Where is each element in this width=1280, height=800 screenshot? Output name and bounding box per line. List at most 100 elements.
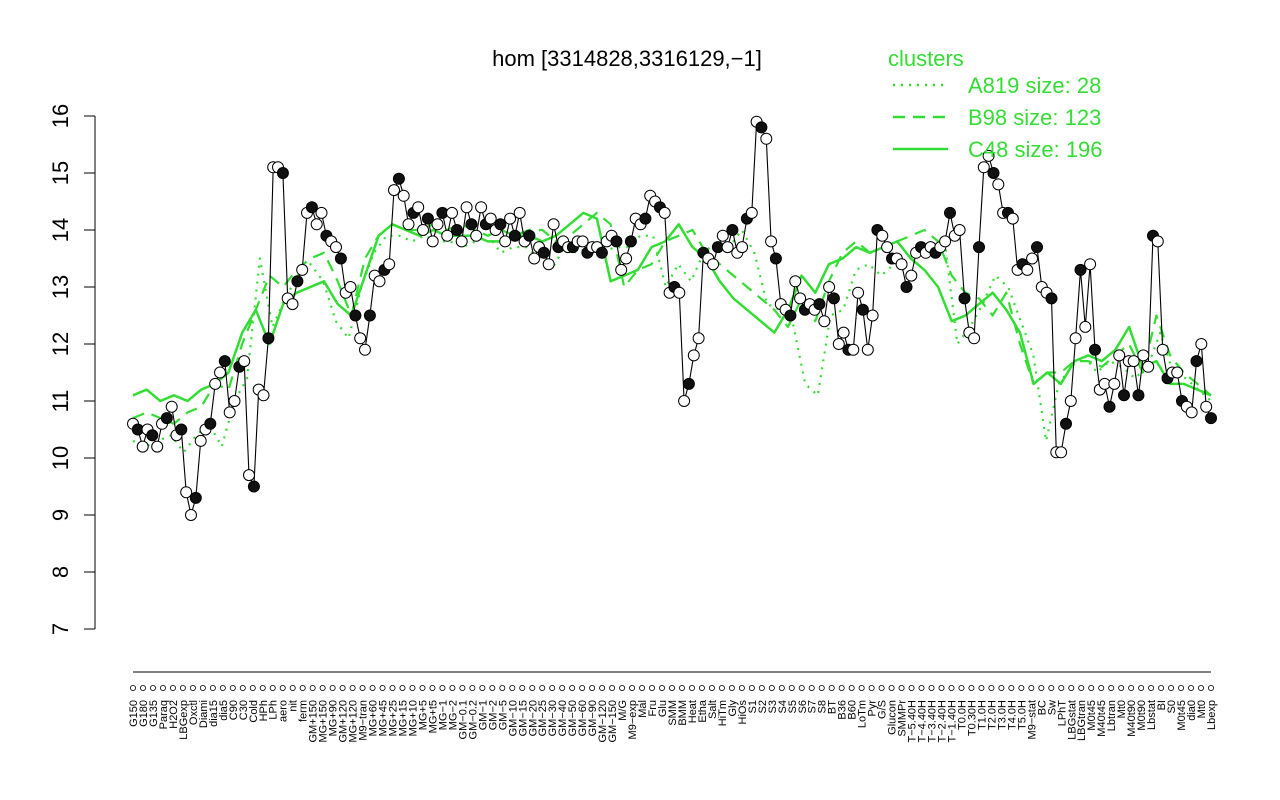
x-tick-label: GM−15: [517, 700, 529, 736]
sample-point: [1108, 377, 1121, 390]
x-tick-mark: [249, 685, 256, 692]
sample-point: [441, 229, 454, 242]
x-tick-label: Sw: [1046, 700, 1058, 715]
x-tick-label: ferm: [298, 700, 310, 722]
x-tick-mark: [289, 685, 296, 692]
x-tick-mark: [169, 685, 176, 692]
x-tick-label: MG+60: [368, 700, 380, 736]
x-tick-label: M0t90: [1136, 700, 1148, 731]
x-tick-mark: [429, 685, 436, 692]
x-tick-label: M0t45: [1176, 700, 1188, 731]
sample-point: [305, 201, 318, 214]
x-tick-mark: [389, 685, 396, 692]
y-tick-label: 14: [48, 218, 73, 242]
x-tick-label: BI: [1156, 700, 1168, 710]
sample-point: [257, 389, 270, 402]
y-tick-label: 12: [48, 332, 73, 356]
x-tick-mark: [129, 685, 136, 692]
sample-point: [716, 229, 729, 242]
sample-point: [450, 224, 463, 236]
x-tick-mark: [848, 685, 855, 692]
x-tick-label: dia5: [218, 700, 230, 721]
x-tick-label: MG+150: [318, 700, 330, 743]
x-tick-mark: [1088, 685, 1095, 692]
sample-point: [958, 292, 971, 305]
sample-points: [127, 115, 1217, 521]
sample-point: [276, 167, 289, 179]
sample-point: [547, 218, 560, 231]
x-tick-mark: [629, 685, 636, 692]
x-tick-label: Glucon: [887, 700, 899, 735]
sample-line: [132, 120, 1212, 516]
x-axis: G150G180G135ParaqH2O2LBGexpOxctlDiamidia…: [128, 671, 1218, 743]
sample-point: [344, 281, 357, 293]
sample-point: [465, 218, 478, 231]
x-tick-label: MG+5: [417, 700, 429, 730]
x-tick-mark: [419, 685, 426, 692]
x-tick-mark: [219, 685, 226, 692]
x-tick-label: S4: [777, 700, 789, 713]
y-axis: 7 8 9 10 11 12 13 14 15 16: [48, 104, 96, 635]
x-tick-mark: [189, 685, 196, 692]
sample-point: [354, 332, 367, 345]
x-tick-mark: [589, 685, 596, 692]
x-tick-label: dia0: [1186, 700, 1198, 721]
x-tick-label: GM+120: [338, 700, 350, 743]
sample-point: [794, 292, 807, 305]
x-tick-mark: [439, 685, 446, 692]
x-tick-mark: [299, 685, 306, 692]
x-tick-mark: [788, 685, 795, 692]
sample-point: [977, 161, 990, 174]
x-tick-label: MG+10: [407, 700, 419, 736]
sample-point: [1200, 400, 1213, 413]
x-tick-label: S7: [807, 700, 819, 713]
x-tick-label: BT: [827, 700, 839, 714]
x-tick-mark: [229, 685, 236, 692]
x-tick-label: S2: [757, 700, 769, 713]
x-tick-label: aero: [278, 700, 290, 722]
sample-point: [204, 417, 217, 430]
x-tick-mark: [669, 685, 676, 692]
sample-point: [209, 377, 222, 390]
x-tick-label: MG+120: [348, 700, 360, 743]
sample-point: [431, 218, 444, 231]
sample-point: [852, 286, 865, 299]
x-tick-label: S0: [1166, 700, 1178, 713]
x-tick-mark: [798, 685, 805, 692]
x-tick-label: S1: [747, 700, 759, 713]
x-tick-mark: [259, 685, 266, 692]
x-tick-mark: [1028, 685, 1035, 692]
x-tick-label: C30: [238, 700, 250, 720]
x-tick-mark: [928, 685, 935, 692]
sample-point: [523, 229, 536, 242]
x-tick-mark: [459, 685, 466, 692]
sample-point: [620, 252, 633, 265]
sample-point: [296, 263, 309, 276]
x-tick-label: BC: [1036, 700, 1048, 715]
x-tick-label: S8: [817, 700, 829, 713]
x-tick-mark: [309, 685, 316, 692]
x-tick-mark: [339, 685, 346, 692]
x-tick-mark: [878, 685, 885, 692]
sample-point: [330, 241, 342, 254]
x-tick-label: T−2.40H: [937, 700, 949, 743]
x-tick-mark: [1128, 685, 1135, 692]
x-tick-mark: [828, 685, 835, 692]
x-tick-mark: [858, 685, 865, 692]
x-tick-mark: [639, 685, 646, 692]
x-tick-mark: [738, 685, 745, 692]
x-tick-mark: [1038, 685, 1045, 692]
sample-point: [610, 235, 623, 248]
sample-point: [402, 218, 415, 231]
x-tick-label: LBGtran: [1076, 700, 1088, 741]
x-tick-label: Mt0: [1196, 700, 1208, 718]
x-tick-label: Cold: [248, 700, 260, 723]
x-tick-label: GM−90: [587, 700, 599, 736]
sample-point: [446, 206, 458, 219]
x-tick-mark: [768, 685, 775, 692]
y-tick-label: 15: [48, 161, 73, 185]
x-tick-mark: [529, 685, 536, 692]
sample-point: [475, 201, 488, 214]
x-tick-label: S3: [767, 700, 779, 713]
sample-point: [218, 355, 231, 368]
